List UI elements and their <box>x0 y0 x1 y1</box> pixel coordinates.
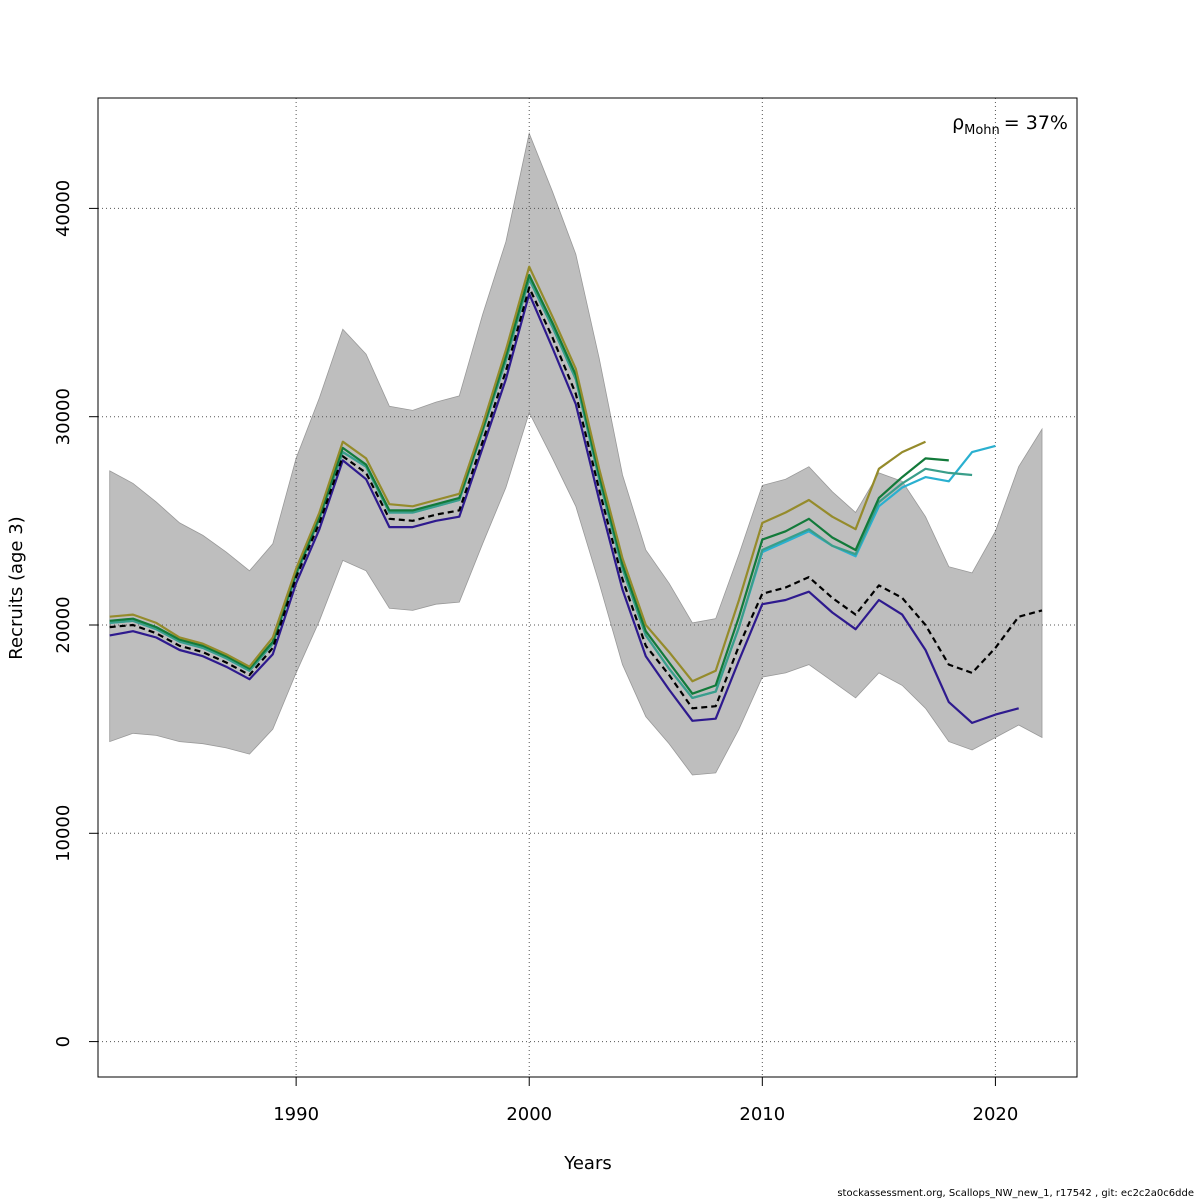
series-line-4 <box>109 274 949 695</box>
rho-subscript: Mohn <box>964 123 1000 138</box>
x-tick-label: 2010 <box>739 1104 785 1125</box>
y-axis: 0 10000 20000 30000 40000 <box>53 180 98 1047</box>
x-axis: 1990 2000 2010 2020 <box>273 1077 1018 1125</box>
footer-source: stockassessment.org, Scallops_NW_new_1, … <box>837 1188 1194 1199</box>
x-tick-label: 2020 <box>973 1104 1019 1125</box>
series-layer <box>109 265 1043 725</box>
y-tick-label: 10000 <box>53 805 74 862</box>
x-tick-label: 2000 <box>506 1104 552 1125</box>
y-tick-label: 20000 <box>53 596 74 653</box>
confidence-band <box>109 132 1043 776</box>
y-tick-label: 40000 <box>53 180 74 237</box>
rho-symbol: ρ <box>952 112 964 134</box>
confidence-band-layer <box>109 132 1043 776</box>
series-line-3 <box>109 278 973 700</box>
y-tick-label: 0 <box>53 1036 74 1047</box>
series-line-0 <box>109 286 1043 710</box>
x-axis-label: Years <box>563 1153 612 1174</box>
series-line-5 <box>109 265 926 683</box>
mohn-rho-annotation: ρMohn = 37% <box>952 112 1068 138</box>
x-tick-label: 1990 <box>273 1104 319 1125</box>
y-axis-label: Recruits (age 3) <box>6 516 27 659</box>
series-line-1 <box>109 292 1019 725</box>
plot-frame <box>97 97 1078 1078</box>
y-tick-label: 30000 <box>53 388 74 445</box>
rho-value: = 37% <box>1004 112 1068 134</box>
